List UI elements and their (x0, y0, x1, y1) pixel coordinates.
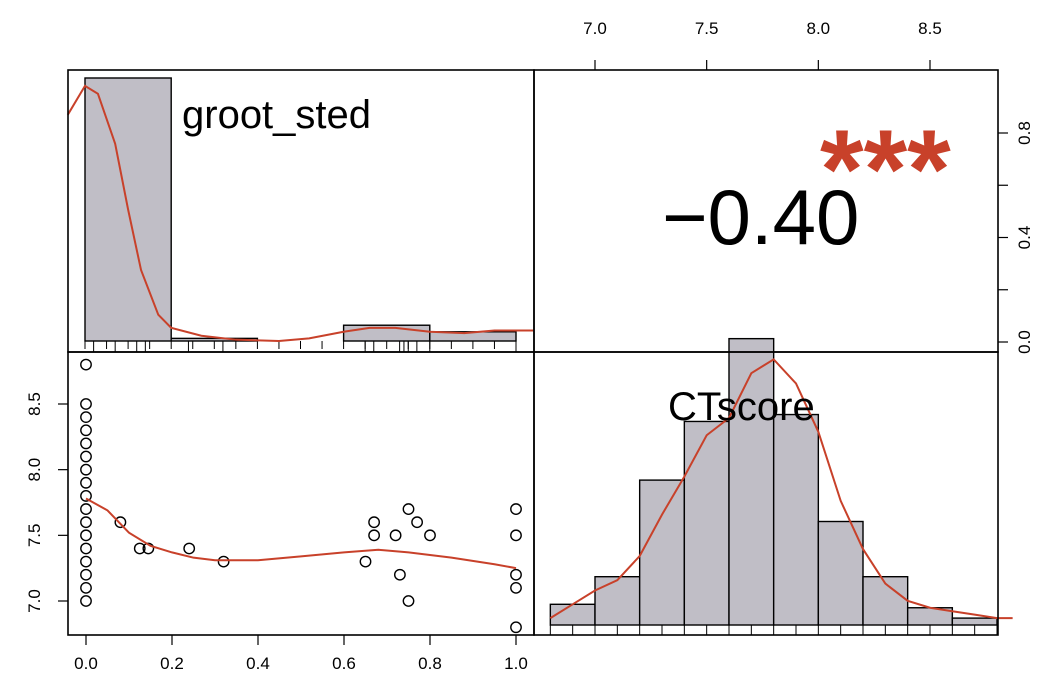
x-axis-tick-label: 8.0 (807, 19, 831, 38)
scatter-point (133, 542, 146, 555)
y-axis-tick-label: 0.0 (1015, 330, 1034, 354)
scatter-point (80, 529, 92, 542)
scatter-point (80, 595, 92, 607)
scatter-point (393, 568, 406, 581)
panel-frame (67, 351, 535, 636)
histogram-bar (951, 617, 998, 626)
groot-sted-histogram-panel (66, 77, 534, 352)
smooth-line (85, 497, 517, 570)
scatter-point (114, 516, 127, 529)
x-axis-tick-label: 0.2 (160, 654, 184, 673)
scatter-point (424, 529, 436, 542)
histogram-bar (817, 520, 864, 626)
histogram-bar (638, 479, 686, 626)
x-axis-tick-label: 0.4 (246, 654, 270, 673)
scatter-point (389, 529, 402, 542)
x-axis-tick-label: 8.5 (918, 19, 942, 38)
scatter-point (80, 437, 92, 450)
scatter-point (80, 463, 92, 476)
panel-frame (533, 351, 999, 636)
scatter-point (80, 503, 92, 515)
y-axis-tick-label: 0.4 (1015, 226, 1034, 250)
scatter-point (359, 555, 372, 568)
scatter-point (411, 516, 423, 529)
scatter-point (80, 568, 92, 581)
scatter-point (80, 424, 92, 437)
y-axis-tick-label: 8.0 (25, 458, 44, 482)
y-axis-tick-label: 7.0 (25, 589, 44, 613)
scatter-point (510, 568, 522, 581)
y-axis-tick-label: 7.5 (25, 524, 44, 548)
scatter-point (510, 581, 522, 594)
significance-stars: *** (820, 107, 951, 232)
ctscore-histogram-panel (549, 337, 1013, 635)
x-axis-tick-label: 7.0 (583, 19, 607, 38)
scatter-point (80, 581, 92, 594)
x-axis-tick-label: 7.5 (695, 19, 719, 38)
scatter-point (80, 555, 92, 568)
histogram-bar (594, 576, 641, 626)
scatter-point (142, 542, 155, 555)
histogram-bar (728, 337, 775, 626)
scatter-point (80, 358, 92, 371)
scatter-point (402, 595, 415, 607)
x-axis-tick-label: 0.8 (418, 654, 442, 673)
scatter-point (368, 529, 380, 542)
scatter-point (80, 542, 92, 555)
scatter-point (368, 516, 380, 529)
density-curve (549, 358, 1013, 620)
density-curve (66, 84, 534, 343)
scatter-point (80, 398, 92, 410)
scatter-point (510, 621, 522, 634)
scatter-point (80, 450, 92, 463)
histogram-bar (683, 420, 730, 626)
scatter-point (80, 476, 92, 489)
correlation-value: −0.40 (662, 173, 859, 261)
scatter-point (183, 542, 196, 555)
scatter-point (402, 503, 415, 515)
scatter-point (510, 529, 522, 542)
scatter-point (510, 503, 522, 515)
scatter-point (217, 555, 230, 568)
x-axis-tick-label: 0.0 (74, 654, 98, 673)
scatter-point (80, 490, 92, 502)
variable-label-groot-sted: groot_sted (182, 93, 371, 137)
axes: 0.0 0.2 0.4 0.6 0.8 1.0 7.0 7.5 8.0 8.5 7.0 7.5 8.0 8… (25, 19, 1034, 673)
x-axis-tick-label: 1.0 (504, 654, 528, 673)
scatter-point (80, 516, 92, 529)
x-axis-tick-label: 0.6 (332, 654, 356, 673)
scatter-panel (80, 358, 522, 634)
histogram-bar (772, 413, 820, 626)
scatter-point (80, 411, 92, 424)
y-axis-tick-label: 8.5 (25, 392, 44, 416)
y-axis-tick-label: 0.8 (1015, 121, 1034, 145)
variable-label-ctscore: CTscore (668, 385, 815, 429)
